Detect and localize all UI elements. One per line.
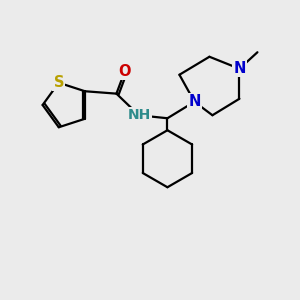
- Text: NH: NH: [127, 108, 151, 122]
- Text: N: N: [188, 94, 201, 109]
- Text: O: O: [118, 64, 131, 79]
- Text: N: N: [233, 61, 246, 76]
- Text: S: S: [53, 75, 64, 90]
